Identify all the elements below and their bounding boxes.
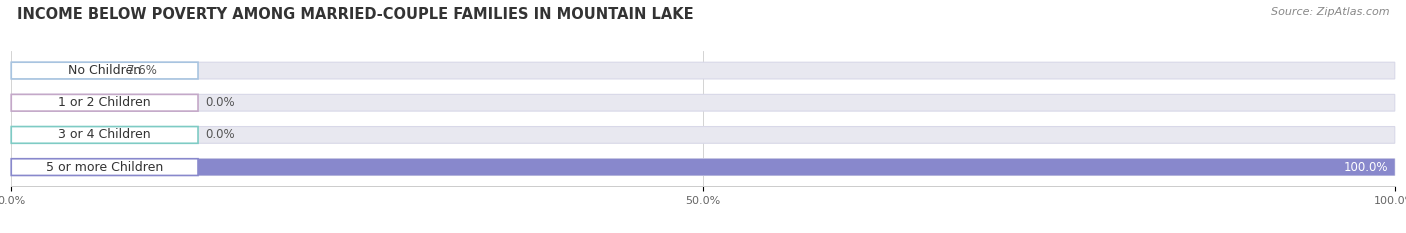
Text: 7.6%: 7.6% [128,64,157,77]
FancyBboxPatch shape [11,62,1395,79]
Text: 100.0%: 100.0% [1343,161,1388,174]
FancyBboxPatch shape [11,159,1395,175]
Text: Source: ZipAtlas.com: Source: ZipAtlas.com [1271,7,1389,17]
Text: 3 or 4 Children: 3 or 4 Children [58,128,150,141]
FancyBboxPatch shape [11,127,1395,143]
FancyBboxPatch shape [11,159,198,175]
FancyBboxPatch shape [11,94,198,111]
Text: 1 or 2 Children: 1 or 2 Children [58,96,150,109]
FancyBboxPatch shape [11,94,1395,111]
FancyBboxPatch shape [11,159,1395,175]
FancyBboxPatch shape [11,62,198,79]
FancyBboxPatch shape [11,62,117,79]
Text: 0.0%: 0.0% [205,96,235,109]
FancyBboxPatch shape [11,127,198,143]
Text: No Children: No Children [67,64,141,77]
Text: 0.0%: 0.0% [205,128,235,141]
Text: INCOME BELOW POVERTY AMONG MARRIED-COUPLE FAMILIES IN MOUNTAIN LAKE: INCOME BELOW POVERTY AMONG MARRIED-COUPL… [17,7,693,22]
Text: 5 or more Children: 5 or more Children [46,161,163,174]
